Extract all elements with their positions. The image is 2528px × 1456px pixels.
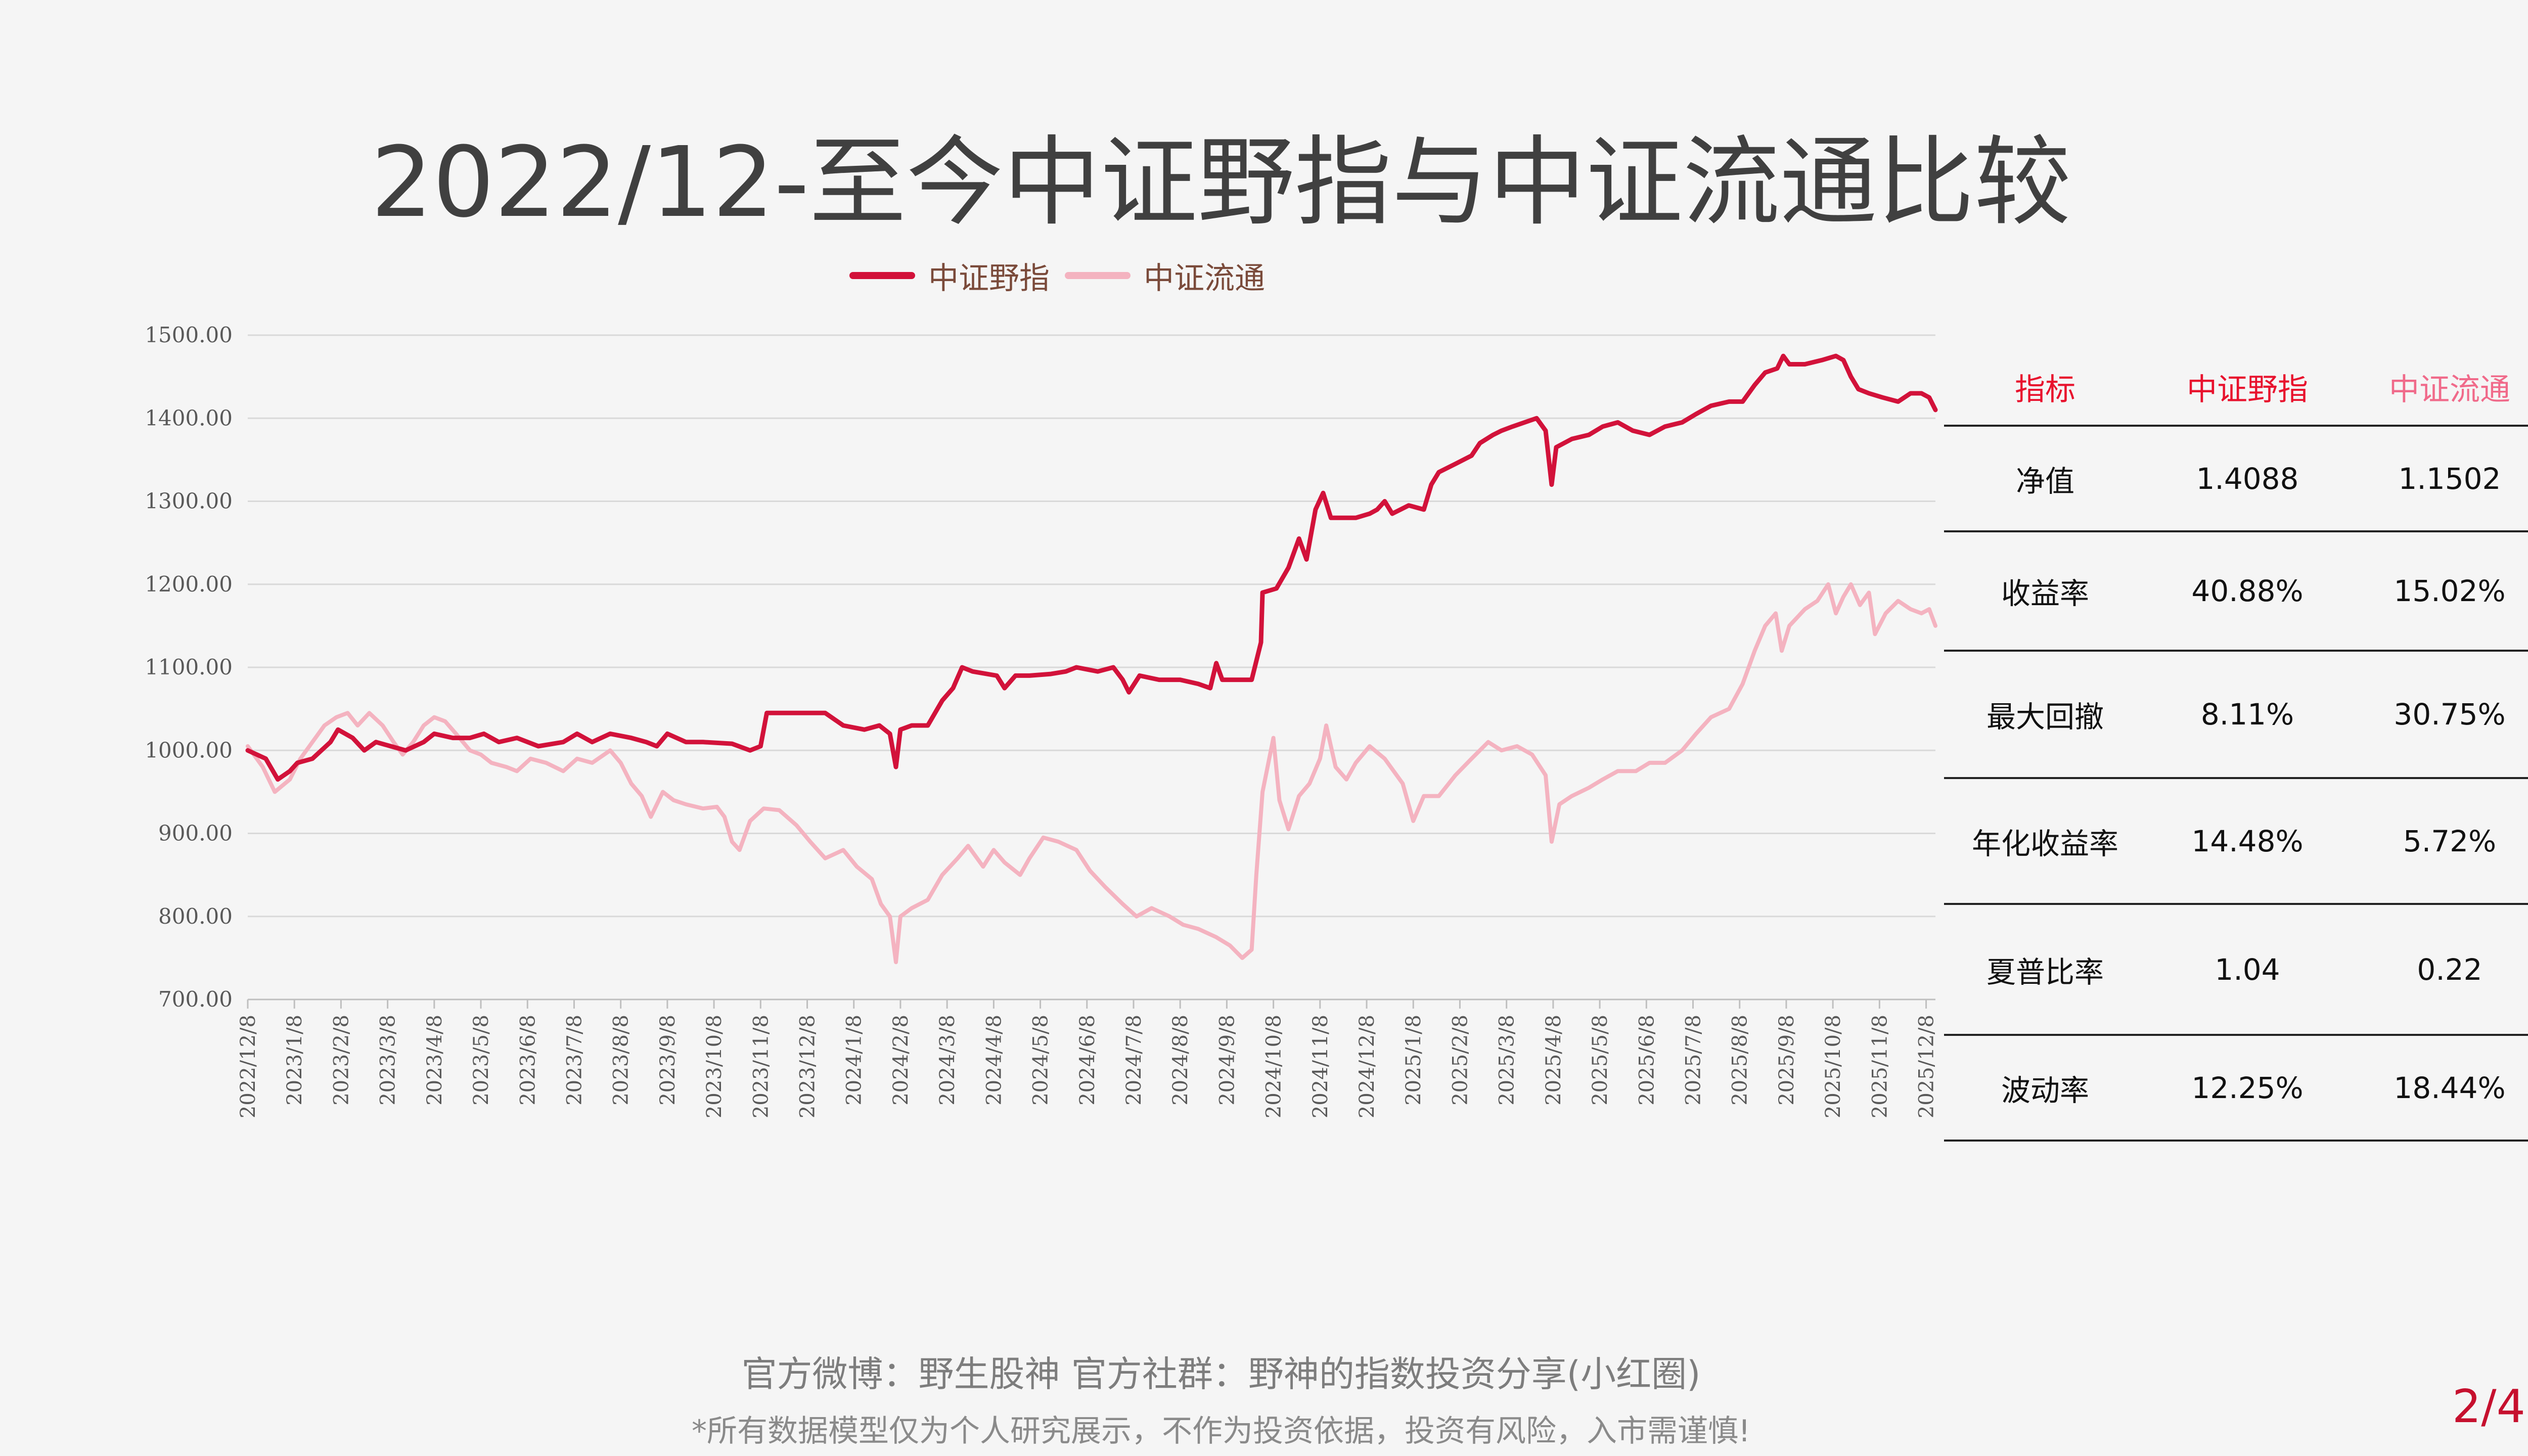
- x-tick-label: 2023/1/8: [283, 1015, 306, 1106]
- x-tick-label: 2024/9/8: [1215, 1015, 1239, 1106]
- x-tick-label: 2025/2/8: [1449, 1015, 1472, 1106]
- page-number: 2/4: [2452, 1380, 2525, 1433]
- metrics-table-header: 指标 中证野指 中证流通: [1944, 349, 2528, 427]
- row-value-series-2: 30.75%: [2394, 697, 2506, 732]
- header-series-2: 中证流通: [2389, 372, 2510, 407]
- row-value-series-2: 1.1502: [2398, 461, 2501, 496]
- x-tick-label: 2023/6/8: [516, 1015, 539, 1106]
- x-tick-label: 2025/6/8: [1635, 1015, 1658, 1106]
- header-metric: 指标: [2015, 372, 2075, 407]
- row-label: 夏普比率: [1986, 954, 2104, 989]
- x-tick-label: 2023/9/8: [656, 1015, 680, 1106]
- y-tick-label: 700.00: [158, 987, 233, 1012]
- line-chart: 1500.00 1400.00 1300.00 1200.00 1100.00 1000.…: [145, 323, 1938, 1118]
- row-label: 最大回撤: [1986, 700, 2104, 734]
- x-tick-label: 2024/2/8: [889, 1015, 913, 1106]
- x-tick-label: 2023/2/8: [330, 1015, 353, 1106]
- legend-label-series-2: 中证流通: [1144, 260, 1265, 296]
- x-tick-label: 2025/10/8: [1822, 1015, 1845, 1118]
- table-row: 波动率 12.25% 18.44%: [1944, 1036, 2528, 1142]
- x-tick-label: 2024/3/8: [936, 1015, 959, 1106]
- y-tick-label: 1000.00: [145, 738, 233, 762]
- table-row: 收益率 40.88% 15.02%: [1944, 532, 2528, 652]
- legend-swatch-series-1: [849, 272, 915, 279]
- footer-social: 官方微博：野生股神 官方社群：野神的指数投资分享(小红圈): [741, 1353, 1701, 1395]
- x-tick-label: 2025/11/8: [1868, 1015, 1891, 1118]
- footer-disclaimer: *所有数据模型仅为个人研究展示，不作为投资依据，投资有风险，入市需谨慎!: [691, 1414, 1751, 1449]
- x-tick-label: 2024/7/8: [1122, 1015, 1146, 1106]
- x-tick-label: 2025/8/8: [1729, 1015, 1752, 1106]
- row-value-series-2: 0.22: [2417, 952, 2482, 987]
- series-line-2: [246, 582, 1937, 965]
- x-tick-label: 2023/11/8: [749, 1015, 773, 1118]
- legend-swatch-series-2: [1065, 272, 1131, 279]
- x-tick-label: 2024/11/8: [1309, 1015, 1332, 1118]
- legend-item-series-2: 中证流通: [1065, 254, 1265, 298]
- x-tick-label: 2023/8/8: [610, 1015, 633, 1106]
- page-title: 2022/12-至今中证野指与中证流通比较: [371, 126, 2071, 239]
- legend-item-series-1: 中证野指: [849, 254, 1050, 298]
- y-tick-label: 1100.00: [145, 655, 233, 679]
- y-tick-label: 1500.00: [145, 323, 233, 347]
- x-tick-label: 2024/8/8: [1169, 1015, 1192, 1106]
- x-tick-label: 2023/7/8: [563, 1015, 586, 1106]
- row-value-series-1: 14.48%: [2191, 824, 2304, 858]
- y-tick-label: 800.00: [158, 904, 233, 929]
- x-tick-label: 2025/5/8: [1589, 1015, 1612, 1106]
- row-label: 年化收益率: [1971, 826, 2118, 861]
- table-row: 净值 1.4088 1.1502: [1944, 427, 2528, 532]
- x-tick-label: 2023/12/8: [796, 1015, 820, 1118]
- header-series-1: 中证野指: [2187, 372, 2308, 407]
- x-tick-label: 2024/6/8: [1076, 1015, 1099, 1106]
- legend-label-series-1: 中证野指: [928, 260, 1050, 296]
- series-line-1: [245, 353, 1938, 782]
- row-value-series-1: 1.4088: [2196, 461, 2299, 496]
- x-tick-label: 2025/12/8: [1915, 1015, 1938, 1118]
- x-tick-label: 2025/1/8: [1402, 1015, 1425, 1106]
- x-tick-label: 2024/10/8: [1262, 1015, 1286, 1118]
- row-value-series-2: 15.02%: [2394, 574, 2506, 608]
- x-tick-label: 2025/4/8: [1542, 1015, 1565, 1106]
- row-value-series-2: 5.72%: [2403, 824, 2497, 858]
- x-tick-label: 2023/4/8: [423, 1015, 446, 1106]
- row-value-series-1: 12.25%: [2191, 1070, 2304, 1105]
- row-value-series-1: 8.11%: [2200, 697, 2294, 732]
- y-tick-label: 1200.00: [145, 572, 233, 597]
- chart-legend: 中证野指 中证流通: [849, 253, 1265, 298]
- x-tick-label: 2024/5/8: [1029, 1015, 1053, 1106]
- x-tick-label: 2025/3/8: [1496, 1015, 1519, 1106]
- y-tick-label: 900.00: [158, 821, 233, 846]
- x-tick-label: 2024/1/8: [843, 1015, 866, 1106]
- row-value-series-1: 40.88%: [2191, 574, 2304, 608]
- x-tick-label: 2023/3/8: [377, 1015, 400, 1106]
- y-tick-label: 1400.00: [145, 405, 233, 430]
- table-row: 年化收益率 14.48% 5.72%: [1944, 779, 2528, 905]
- x-tick-label: 2022/12/8: [237, 1015, 260, 1118]
- row-label: 收益率: [2001, 576, 2089, 611]
- metrics-table: 指标 中证野指 中证流通 净值 1.4088 1.1502 收益率 40.88%…: [1944, 349, 2528, 1142]
- table-row: 夏普比率 1.04 0.22: [1944, 905, 2528, 1036]
- row-value-series-1: 1.04: [2215, 952, 2280, 987]
- row-label: 净值: [2015, 464, 2074, 498]
- row-value-series-2: 18.44%: [2394, 1070, 2506, 1105]
- x-tick-label: 2025/7/8: [1682, 1015, 1705, 1106]
- x-tick-label: 2025/9/8: [1775, 1015, 1798, 1106]
- row-label: 波动率: [2001, 1073, 2089, 1108]
- x-tick-label: 2023/10/8: [703, 1015, 726, 1118]
- table-row: 最大回撤 8.11% 30.75%: [1944, 652, 2528, 779]
- x-tick-label: 2024/4/8: [982, 1015, 1006, 1106]
- x-tick-label: 2023/5/8: [470, 1015, 493, 1106]
- x-tick-label: 2024/12/8: [1356, 1015, 1379, 1118]
- y-tick-label: 1300.00: [145, 489, 233, 514]
